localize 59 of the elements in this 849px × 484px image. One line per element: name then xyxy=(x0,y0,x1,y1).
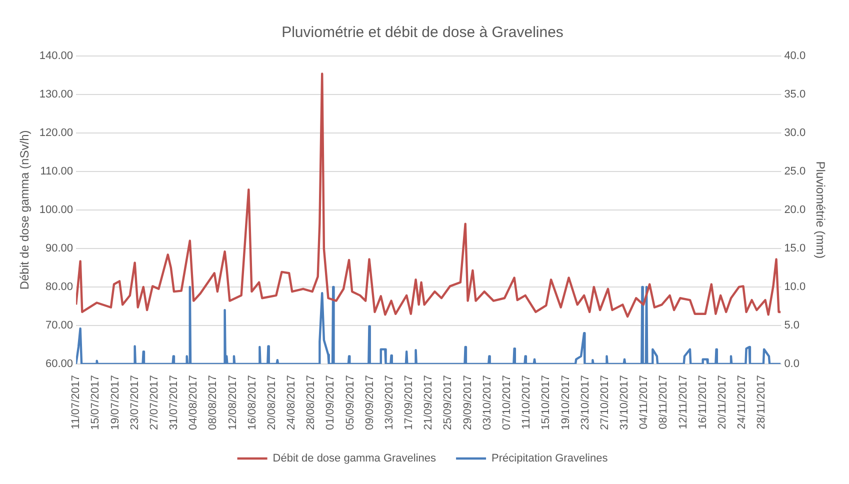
x-tick-label: 31/07/2017 xyxy=(168,374,180,430)
x-tick-label: 04/08/2017 xyxy=(188,374,200,430)
y2-tick-label: 25.0 xyxy=(784,166,806,178)
x-tick-label: 12/08/2017 xyxy=(226,374,239,430)
y2-tick-label: 35.0 xyxy=(784,88,806,101)
x-tick-label: 28/08/2017 xyxy=(305,374,318,430)
legend-label: Débit de dose gamma Gravelines xyxy=(272,452,437,465)
y-tick-label: 80.00 xyxy=(46,280,74,293)
x-tick-label: 01/09/2017 xyxy=(324,374,337,430)
x-tick-label: 15/07/2017 xyxy=(90,374,102,430)
x-tick-label: 13/09/2017 xyxy=(383,374,396,430)
x-tick-label: 11/07/2017 xyxy=(70,374,82,430)
x-tick-label: 21/09/2017 xyxy=(422,374,435,430)
x-tick-label: 16/08/2017 xyxy=(246,374,258,430)
y-tick-label: 120.00 xyxy=(39,127,74,140)
x-tick-label: 20/08/2017 xyxy=(266,374,278,430)
y-tick-label: 60.00 xyxy=(46,358,74,370)
y2-tick-label: 0.0 xyxy=(784,358,800,370)
y-tick-label: 130.00 xyxy=(39,88,74,101)
y-tick-label: 100.00 xyxy=(39,204,74,216)
legend-label: Précipitation Gravelines xyxy=(492,452,608,465)
y-tick-label: 70.00 xyxy=(46,319,74,332)
x-tick-label: 23/10/2017 xyxy=(579,374,592,430)
x-tick-label: 16/11/2017 xyxy=(696,374,709,430)
x-tick-label: 19/10/2017 xyxy=(560,374,572,430)
x-tick-label: 07/10/2017 xyxy=(501,374,513,430)
x-tick-label: 09/09/2017 xyxy=(364,374,376,430)
y2-tick-label: 20.0 xyxy=(784,204,806,216)
x-tick-label: 29/09/2017 xyxy=(462,374,474,430)
x-tick-label: 04/11/2017 xyxy=(638,374,650,430)
x-tick-label: 20/11/2017 xyxy=(716,374,728,430)
x-tick-label: 23/07/2017 xyxy=(128,374,141,430)
x-tick-label: 19/07/2017 xyxy=(109,374,122,430)
x-tick-label: 11/10/2017 xyxy=(520,374,533,430)
y-axis-title: Débit de dose gamma (nSv/h) xyxy=(18,130,32,290)
x-tick-label: 05/09/2017 xyxy=(344,374,356,430)
y-tick-label: 140.00 xyxy=(39,50,74,62)
x-tick-label: 15/10/2017 xyxy=(540,374,552,430)
x-tick-label: 25/09/2017 xyxy=(442,374,454,430)
x-tick-label: 24/11/2017 xyxy=(736,374,748,430)
x-tick-label: 08/08/2017 xyxy=(207,374,220,430)
x-tick-label: 27/07/2017 xyxy=(148,374,160,430)
x-tick-label: 27/10/2017 xyxy=(598,374,611,430)
y-tick-label: 90.00 xyxy=(46,242,74,254)
y2-axis-title: Pluviométrie (mm) xyxy=(813,161,828,259)
x-tick-label: 28/11/2017 xyxy=(756,374,768,430)
x-tick-label: 24/08/2017 xyxy=(286,374,298,430)
x-tick-label: 31/10/2017 xyxy=(618,374,631,430)
y2-tick-label: 40.0 xyxy=(784,50,806,62)
y2-tick-label: 30.0 xyxy=(784,127,806,140)
x-tick-label: 17/09/2017 xyxy=(403,374,416,430)
y-tick-label: 110.00 xyxy=(40,166,74,178)
y2-tick-label: 5.0 xyxy=(784,319,800,332)
x-tick-label: 12/11/2017 xyxy=(677,374,690,430)
y2-tick-label: 10.0 xyxy=(784,280,806,293)
x-tick-label: 03/10/2017 xyxy=(481,374,494,430)
x-tick-label: 08/11/2017 xyxy=(658,374,670,430)
y2-tick-label: 15.0 xyxy=(784,242,806,254)
chart-title: Pluviométrie et débit de dose à Gravelines xyxy=(282,24,564,42)
